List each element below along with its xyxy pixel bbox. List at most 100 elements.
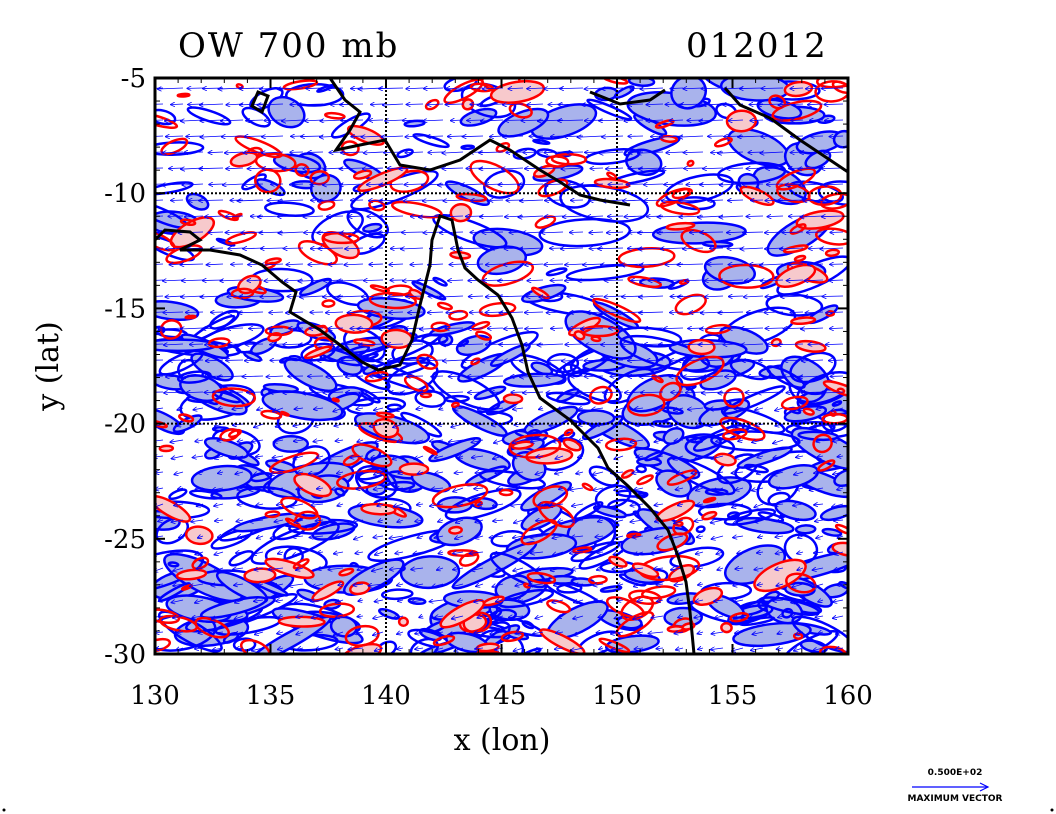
wind-vector [262,136,284,137]
ow-negative-region [188,489,223,500]
wind-vector [361,136,384,137]
wind-vector [226,216,244,217]
wind-vector [724,136,744,137]
ow-positive-region [776,183,811,204]
wind-vector [764,312,784,313]
ow-positive-region [368,199,386,212]
wind-vector [590,168,604,169]
ow-negative-region [176,370,212,384]
ow-positive-region [432,634,456,647]
wind-vector [163,152,184,153]
wind-vector [761,136,784,137]
wind-vector [405,152,424,153]
ow-positive-region [448,525,463,535]
wind-vector [351,88,364,89]
ow-positive-region [178,413,195,423]
wind-vector [670,312,684,313]
ow-positive-region [277,615,326,628]
wind-vector [389,312,404,313]
ow-negative-region [403,119,426,128]
wind-vector [790,88,804,89]
wind-vector [442,152,464,153]
ow-negative-region [545,267,568,277]
ow-positive-region [627,275,663,289]
wind-vector [327,88,344,89]
ow-positive-region [340,140,360,157]
ow-negative-region [396,148,414,159]
wind-vector [490,136,504,137]
ow-positive-region [672,516,695,536]
x-tick-label: 140 [361,681,411,711]
ow-positive-region [602,78,629,85]
corner-dot-left [2,808,6,812]
wind-vector [403,120,424,121]
wind-vector [428,152,444,153]
ow-positive-region [443,78,484,105]
wind-vector [545,200,564,201]
wind-vector [479,152,504,153]
wind-vector [822,88,844,89]
ow-positive-region [546,599,572,614]
corner-dot-right [1050,808,1054,812]
wind-vector [478,104,504,105]
ow-negative-region [498,588,555,609]
ow-negative-region [716,161,787,185]
wind-vector [558,120,584,121]
ow-positive-region [324,111,346,120]
ow-positive-region [802,407,815,416]
ow-negative-region [421,333,449,345]
wind-vector [282,168,304,169]
wind-vector [638,152,664,153]
ow-negative-region [789,351,837,384]
ow-positive-region [331,397,340,403]
wind-vector [822,296,844,297]
wind-vector [427,344,444,345]
wind-vector [166,136,184,137]
wind-vector [628,168,644,169]
ow-positive-region [562,438,582,452]
ow-positive-region [720,621,733,634]
wind-vector [824,104,844,105]
wind-vector [701,88,724,89]
wind-vector [767,184,784,185]
ow-positive-region [475,330,493,341]
wind-vector [248,168,264,169]
ow-positive-region [431,483,489,509]
ow-positive-region [469,159,520,195]
wind-vector [551,136,564,137]
ow-negative-region [411,280,447,301]
wind-vector [640,88,664,89]
ow-negative-region [831,400,843,407]
wind-vector [225,152,244,153]
wind-vector [585,88,604,89]
ow-positive-region [770,337,782,348]
ow-positive-region [498,488,514,497]
x-tick-label: 130 [130,681,180,711]
ow-positive-region [782,244,809,254]
wind-vector [564,136,584,137]
ow-negative-region [821,527,843,537]
ow-negative-region [722,385,786,415]
ow-positive-region [352,169,373,180]
wind-vector [602,88,624,89]
y-tick-label: -25 [104,525,146,555]
ow-negative-region [155,338,218,353]
x-axis-title: x (lon) [454,723,551,758]
wind-vector [283,248,304,249]
wind-vector [341,152,364,153]
x-tick-label: 160 [823,681,873,711]
ow-positive-region [292,558,310,570]
ow-negative-region [483,169,526,199]
y-tick-label: -5 [121,64,146,94]
ow-positive-region [391,200,443,219]
ow-negative-region [570,541,621,563]
wind-vector [451,120,464,121]
ow-negative-region [272,434,310,453]
ow-positive-region [814,80,848,103]
ow-positive-region [338,567,355,577]
wind-vector [687,120,704,121]
wind-vector [669,120,684,121]
ow-positive-region [219,428,240,442]
wind-vector [306,88,324,89]
wind-vector [320,136,344,137]
